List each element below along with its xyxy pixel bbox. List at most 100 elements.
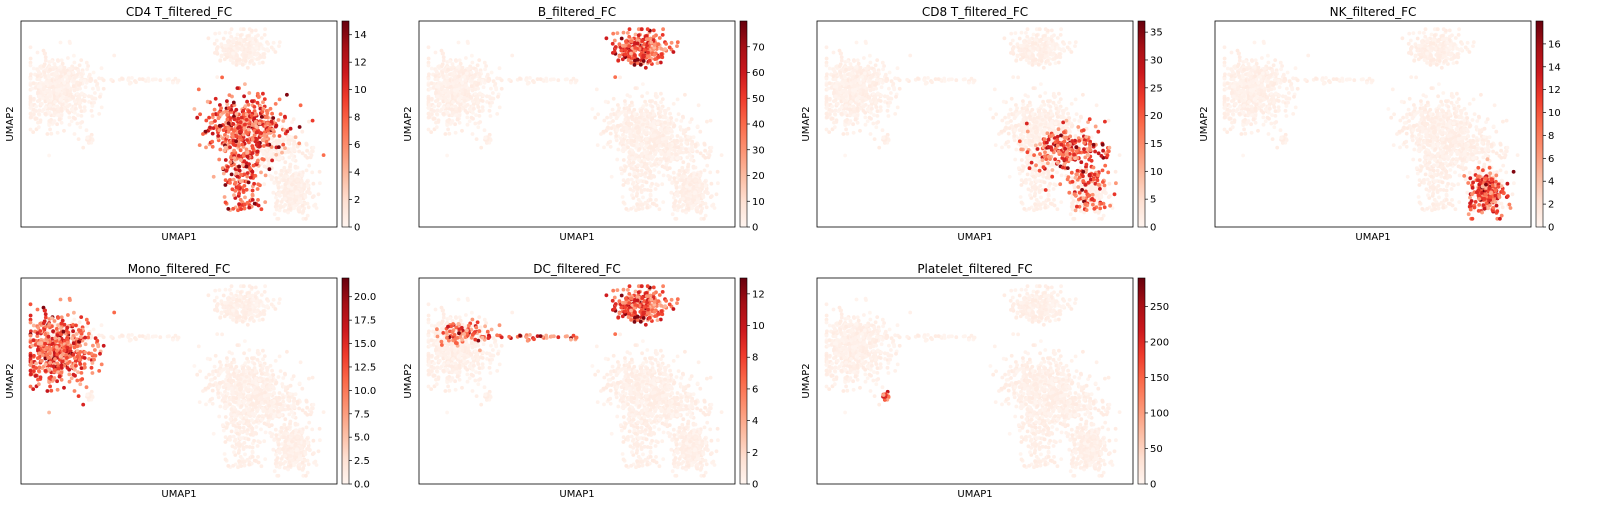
panel-title: B_filtered_FC (538, 5, 616, 19)
scatter-point (237, 61, 242, 65)
scatter-point (292, 148, 297, 153)
scatter-point (436, 64, 441, 69)
scatter-point (321, 153, 326, 158)
scatter-point (691, 186, 696, 191)
scatter-point (247, 109, 252, 114)
scatter-point (234, 63, 239, 67)
scatter-point (213, 31, 218, 36)
scatter-point (451, 100, 455, 104)
scatter-point (453, 95, 458, 100)
scatter-point (242, 184, 247, 188)
scatter-point (641, 82, 645, 86)
scatter-point (226, 207, 231, 211)
scatter-point (51, 107, 56, 112)
scatter-point (675, 180, 679, 185)
scatter-point (634, 116, 639, 121)
scatter-point (287, 203, 292, 208)
scatter-point (259, 207, 264, 212)
scatter-point (470, 60, 475, 65)
scatter-point (231, 51, 235, 56)
scatter-point (299, 193, 304, 198)
scatter-point (686, 206, 691, 211)
scatter-point (428, 86, 433, 91)
scatter-point (263, 200, 268, 205)
scatter-point (247, 188, 252, 192)
scatter-point (1041, 174, 1046, 179)
scatter-point (429, 66, 434, 71)
scatter-point (37, 112, 41, 116)
scatter-point (76, 113, 80, 117)
scatter-point (284, 180, 289, 185)
scatter-point (640, 94, 644, 99)
scatter-point (271, 116, 276, 120)
scatter-point (214, 49, 219, 54)
scatter-point (446, 90, 451, 95)
scatter-point (698, 173, 703, 178)
scatter-point (669, 116, 674, 120)
scatter-point (426, 76, 431, 81)
scatter-point (92, 100, 96, 105)
scatter-point (485, 72, 490, 77)
scatter-point (1019, 178, 1024, 183)
scatter-point (663, 111, 668, 116)
scatter-point (626, 160, 631, 165)
scatter-point (669, 157, 674, 162)
scatter-point (1035, 158, 1039, 162)
scatter-point (456, 65, 461, 69)
scatter-point (712, 206, 717, 210)
scatter-point (299, 183, 304, 188)
scatter-point (76, 68, 81, 73)
scatter-point (1048, 105, 1053, 109)
scatter-point (268, 174, 273, 178)
scatter-point (644, 137, 649, 142)
scatter-point (697, 188, 702, 193)
scatter-point (265, 111, 270, 116)
scatter-point (674, 118, 679, 122)
scatter-point (659, 106, 664, 111)
scatter-point (250, 198, 255, 202)
scatter-point (299, 200, 304, 205)
scatter-point (635, 168, 640, 173)
scatter-point (1039, 122, 1043, 127)
scatter-point (297, 205, 302, 210)
scatter-point (255, 187, 260, 191)
scatter-point (28, 105, 33, 110)
scatter-point (471, 110, 475, 115)
scatter-point (207, 115, 212, 120)
scatter-point (56, 109, 61, 114)
scatter-point (1041, 200, 1046, 205)
scatter-point (646, 175, 651, 180)
scatter-point (72, 60, 77, 65)
scatter-point (716, 181, 720, 186)
scatter-point (259, 36, 264, 40)
scatter-point (1106, 118, 1111, 123)
scatter-point (93, 91, 97, 95)
scatter-point (165, 77, 170, 82)
scatter-point (1042, 180, 1047, 185)
scatter-point (277, 134, 282, 138)
scatter-point (433, 74, 438, 78)
scatter-point (238, 197, 243, 202)
scatter-point (89, 108, 94, 113)
colorbar-tick-label: 30 (752, 145, 765, 156)
scatter-point (609, 126, 614, 130)
scatter-point (441, 112, 446, 116)
scatter-point (1027, 142, 1032, 146)
scatter-point (88, 79, 93, 83)
scatter-point (300, 151, 305, 156)
scatter-point (450, 73, 455, 77)
scatter-point (258, 144, 262, 149)
scatter-point (455, 117, 460, 122)
scatter-point (38, 118, 43, 123)
scatter-point (629, 142, 634, 146)
scatter-point (268, 106, 273, 111)
scatter-point (1012, 116, 1017, 121)
scatter-point (639, 108, 644, 113)
scatter-point (79, 58, 84, 62)
scatter-point (624, 207, 629, 211)
scatter-point (43, 105, 48, 110)
scatter-point (279, 200, 284, 204)
scatter-point (692, 171, 697, 176)
scatter-point (226, 121, 231, 126)
scatter-point (645, 109, 650, 114)
